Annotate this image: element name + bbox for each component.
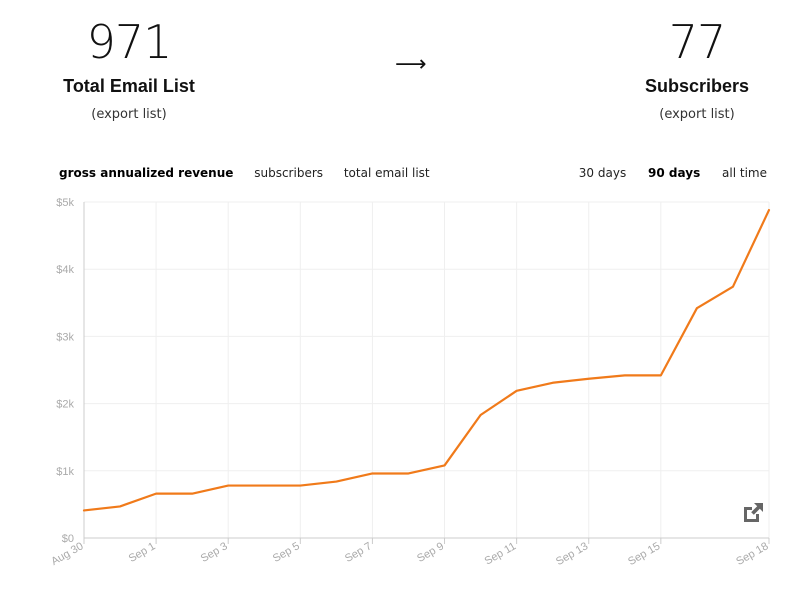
x-tick-label: Sep 11 — [483, 540, 518, 567]
tab-gross-annualized-revenue[interactable]: gross annualized revenue — [59, 166, 234, 180]
export-email-list-link[interactable]: (export list) — [91, 107, 167, 122]
revenue-series-line — [82, 208, 771, 512]
subscribers-label: Subscribers — [644, 76, 750, 96]
total-email-list-count: 971 — [86, 15, 173, 69]
x-tick-label: Sep 18 — [734, 540, 770, 568]
tab-subscribers[interactable]: subscribers — [254, 166, 324, 180]
export-subscribers-link[interactable]: (export list) — [659, 107, 735, 122]
x-tick-label: Sep 7 — [343, 540, 374, 565]
y-tick-label: $3k — [56, 331, 74, 343]
x-tick-label: Sep 1 — [127, 540, 158, 565]
y-tick-label: $5k — [56, 197, 74, 209]
y-tick-label: $4k — [56, 264, 74, 276]
x-tick-label: Sep 15 — [626, 540, 662, 568]
x-tick-label: Sep 13 — [554, 540, 590, 568]
y-tick-label: $0 — [62, 533, 74, 545]
subscribers-stat: 77 Subscribers (export list) — [587, 14, 807, 124]
external-link-icon[interactable] — [741, 501, 765, 525]
y-tick-label: $2k — [56, 399, 74, 411]
metric-tabs: gross annualized revenue subscribers tot… — [59, 166, 447, 180]
x-tick-label: Sep 5 — [271, 540, 302, 565]
tab-90-days[interactable]: 90 days — [648, 166, 701, 180]
y-tick-label: $1k — [56, 466, 74, 478]
x-tick-label: Sep 9 — [415, 540, 446, 565]
arrow-right-icon: ⟶ — [395, 52, 427, 77]
range-tabs: 30 days 90 days all time — [561, 166, 767, 180]
subscribers-count: 77 — [668, 15, 727, 69]
total-email-list-label: Total Email List — [63, 76, 195, 96]
tab-30-days[interactable]: 30 days — [578, 166, 627, 180]
stats-header: 971 Total Email List (export list) ⟶ 77 … — [0, 0, 808, 140]
x-tick-label: Sep 3 — [199, 540, 230, 565]
total-email-list-stat: 971 Total Email List (export list) — [19, 14, 239, 124]
tab-all-time[interactable]: all time — [722, 166, 767, 180]
tab-total-email-list[interactable]: total email list — [343, 166, 430, 180]
